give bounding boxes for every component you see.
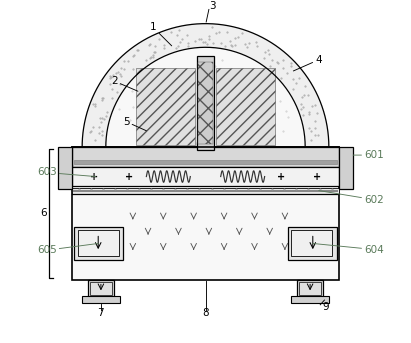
Bar — [136, 68, 195, 145]
Bar — [197, 56, 214, 150]
Text: 604: 604 — [313, 244, 384, 255]
Polygon shape — [82, 24, 329, 147]
Text: 6: 6 — [41, 209, 47, 218]
Bar — [291, 296, 329, 304]
Bar — [298, 280, 323, 297]
Text: 2: 2 — [111, 76, 138, 91]
Text: 601: 601 — [353, 150, 384, 160]
Bar — [82, 296, 120, 304]
Bar — [58, 147, 72, 189]
Text: +: + — [90, 172, 98, 181]
Bar — [288, 227, 337, 260]
Text: 1: 1 — [150, 22, 172, 46]
Text: 5: 5 — [123, 117, 146, 131]
Text: 605: 605 — [37, 244, 98, 255]
Text: 4: 4 — [293, 55, 322, 71]
Bar — [299, 283, 321, 295]
Text: 602: 602 — [319, 191, 384, 205]
Bar — [199, 62, 212, 144]
Polygon shape — [106, 47, 305, 147]
Text: 7: 7 — [97, 308, 104, 318]
Bar — [72, 147, 339, 280]
Bar — [72, 167, 339, 186]
Bar — [90, 283, 112, 295]
Text: 8: 8 — [202, 308, 209, 318]
Text: 603: 603 — [37, 167, 96, 177]
Bar — [291, 230, 332, 256]
Bar — [216, 68, 275, 145]
Text: +: + — [125, 172, 134, 181]
Bar — [72, 147, 339, 167]
Text: 9: 9 — [322, 302, 329, 312]
Text: 3: 3 — [209, 1, 216, 11]
Bar — [88, 280, 113, 297]
Text: +: + — [313, 172, 321, 181]
Bar — [339, 147, 353, 189]
Bar — [74, 160, 337, 164]
Bar — [72, 188, 339, 193]
Text: +: + — [277, 172, 286, 181]
Bar — [78, 230, 119, 256]
Bar — [74, 227, 123, 260]
